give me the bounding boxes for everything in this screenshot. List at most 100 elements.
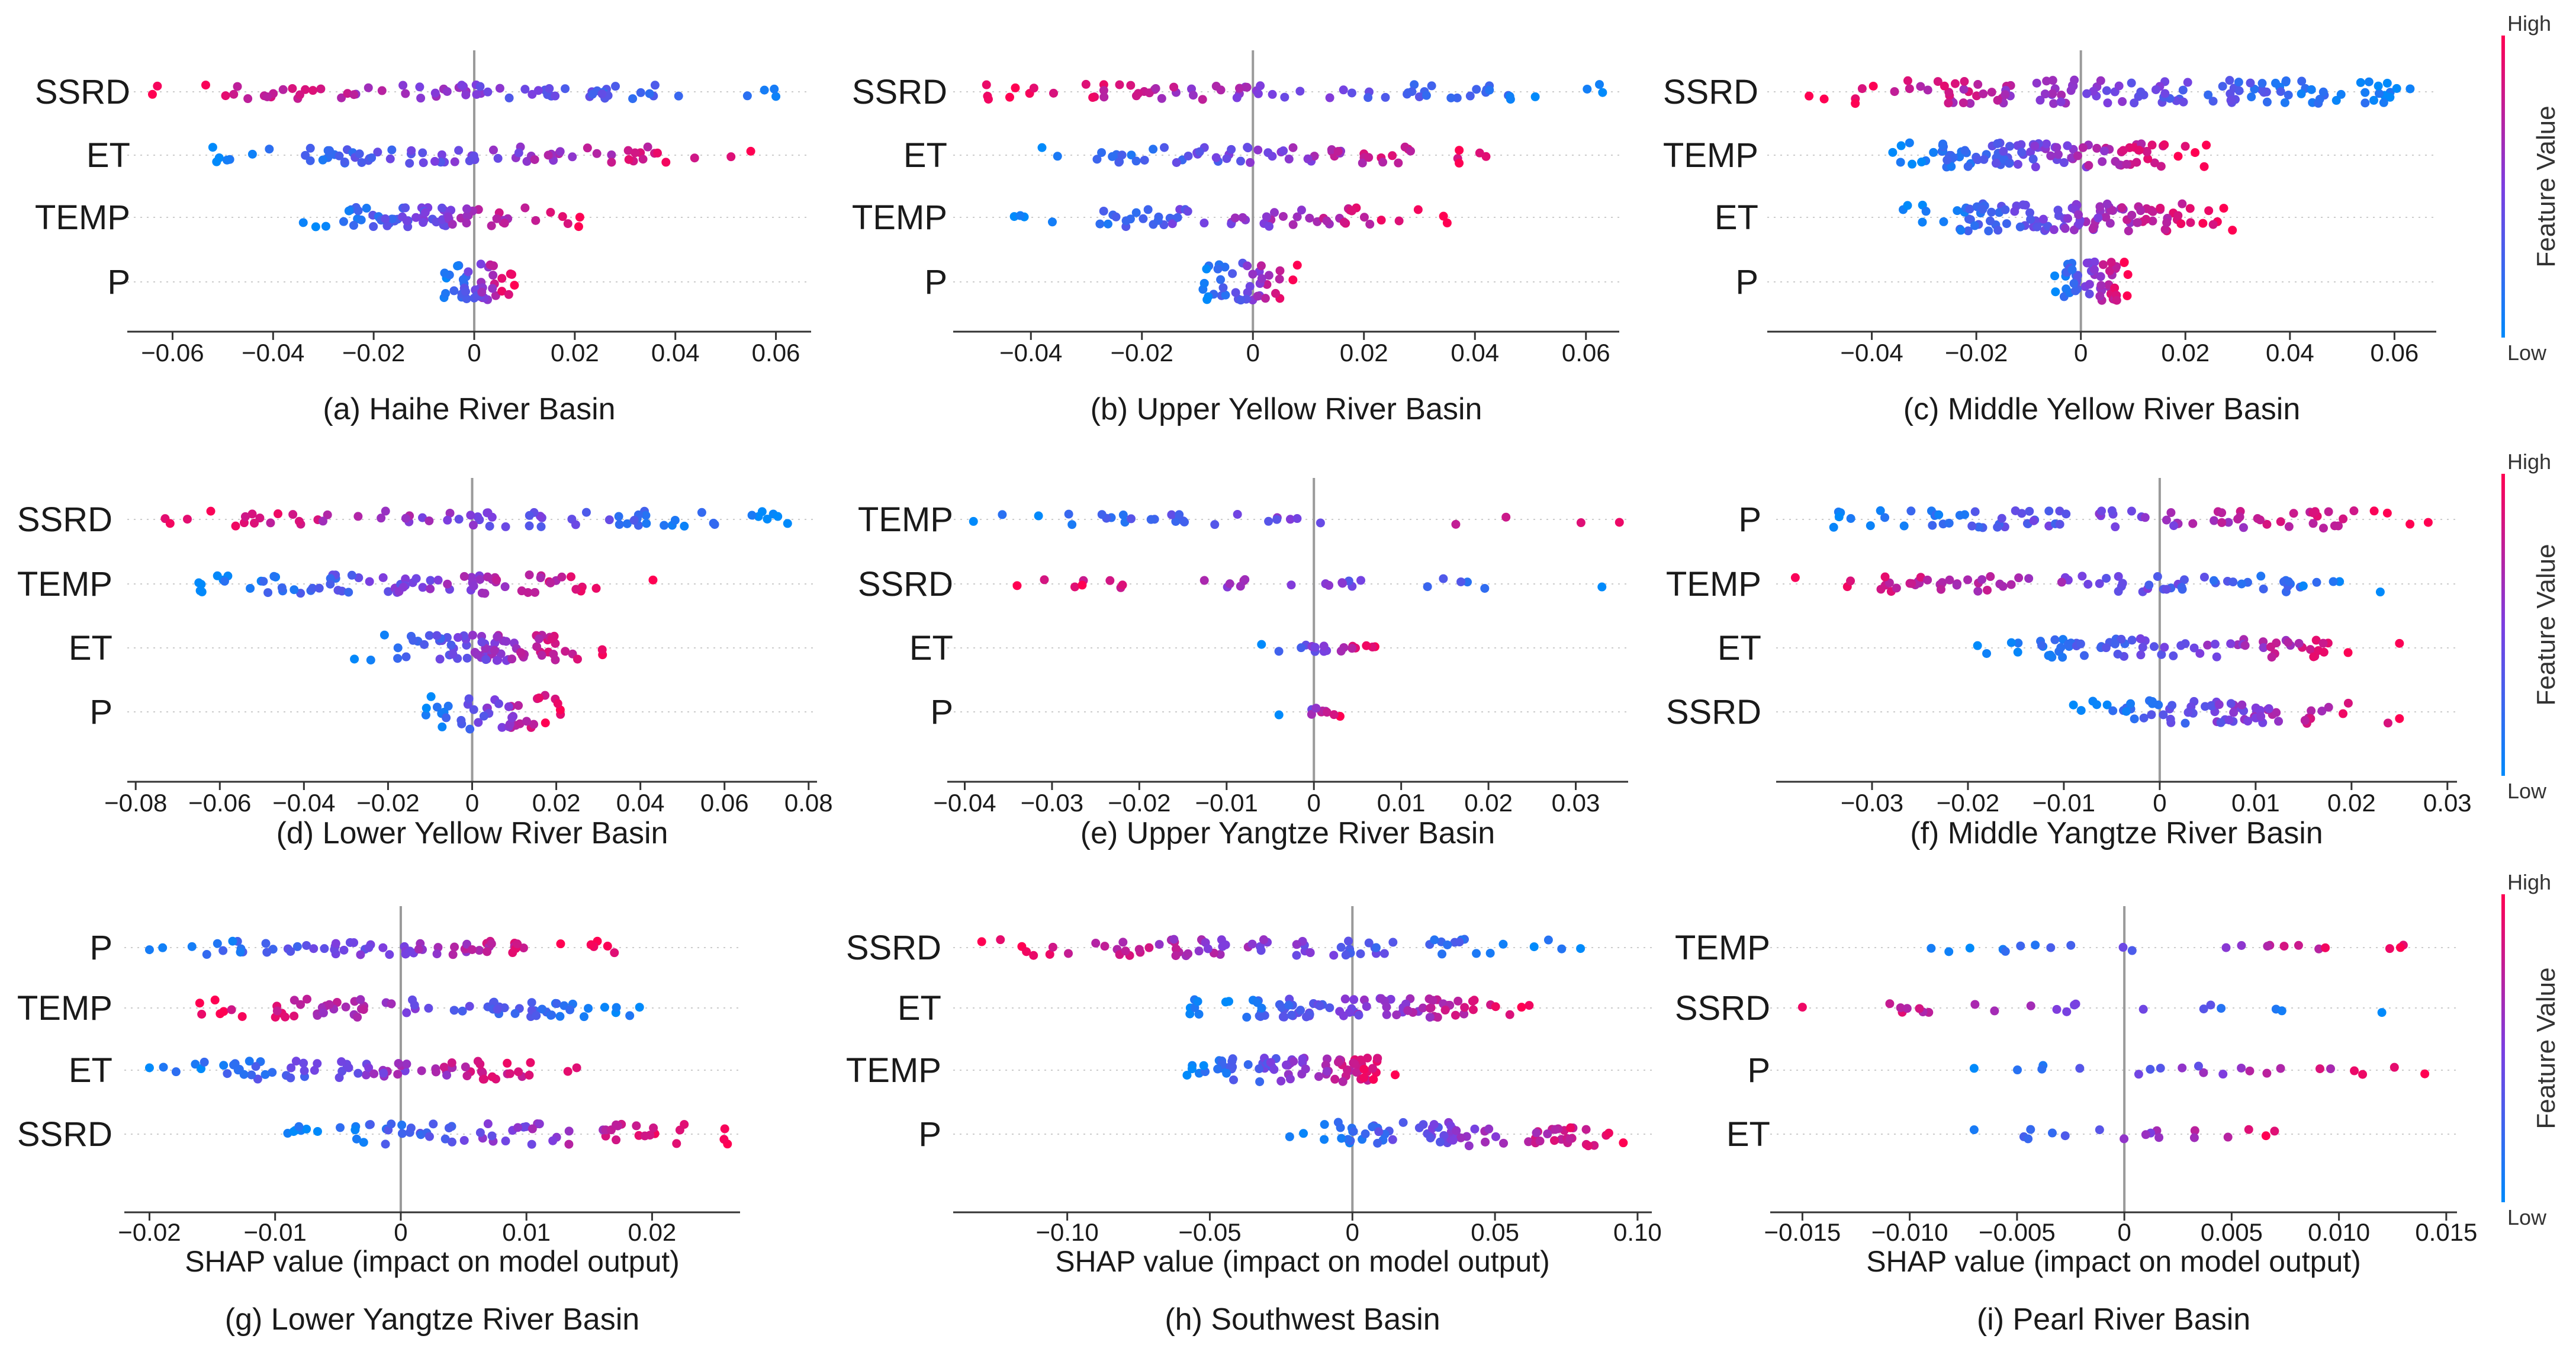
shap-point	[2183, 708, 2193, 717]
shap-point	[2005, 142, 2015, 151]
shap-point	[1199, 278, 1209, 288]
shap-point	[377, 513, 386, 523]
x-tick-label: −0.03	[1841, 789, 1903, 817]
shap-point	[1388, 151, 1397, 160]
shap-point	[417, 1066, 426, 1076]
shap-point	[597, 645, 607, 654]
shap-point	[1253, 145, 1263, 155]
shap-point	[2117, 634, 2126, 644]
shap-point	[1373, 1054, 1382, 1063]
shap-point	[394, 1059, 403, 1068]
x-tick-label: −0.02	[356, 789, 419, 817]
shap-point	[1305, 213, 1314, 223]
shap-point	[2199, 1068, 2208, 1077]
shap-point	[465, 1001, 474, 1011]
panel-caption: (d) Lower Yellow River Basin	[276, 816, 668, 850]
shap-point	[1576, 518, 1586, 528]
shap-point	[432, 631, 442, 640]
x-tick-label: 0	[1307, 789, 1321, 817]
panel-h: −0.10 −0.05 0 0.05 0.10 SSRD ET TEMP P SHAP value…	[846, 906, 1662, 1337]
shap-point	[202, 950, 211, 959]
shap-point	[1070, 582, 1080, 592]
shap-point	[2217, 508, 2227, 518]
shap-point	[1902, 1004, 1912, 1013]
shap-point	[493, 1004, 502, 1014]
shap-point	[2122, 291, 2132, 301]
shap-point	[760, 85, 769, 95]
shap-point	[1517, 1003, 1526, 1012]
shap-point	[465, 724, 475, 734]
shap-point	[2076, 639, 2085, 648]
shap-point	[2139, 713, 2149, 723]
shap-point	[612, 1003, 621, 1012]
shap-point	[2063, 141, 2072, 150]
feature-label: ET	[903, 136, 947, 175]
shap-point	[430, 88, 440, 98]
feature-label: P	[89, 693, 112, 731]
x-axis-label: SHAP value (impact on model output)	[1055, 1245, 1550, 1278]
shap-point	[265, 145, 274, 154]
shap-point	[561, 647, 570, 656]
shap-point	[1099, 206, 1108, 216]
shap-point	[520, 85, 530, 94]
shap-point	[2392, 84, 2401, 93]
shap-point	[1374, 1127, 1384, 1137]
shap-point	[1797, 1003, 1807, 1012]
shap-point	[2107, 506, 2117, 515]
shap-point	[263, 588, 273, 598]
shap-point	[246, 583, 255, 593]
shap-point	[2118, 146, 2128, 155]
feature-label: P	[1747, 1051, 1770, 1090]
shap-point	[440, 268, 449, 278]
shap-point	[541, 718, 550, 728]
x-tick-label: −0.005	[1979, 1218, 2056, 1246]
x-tick-label: 0.06	[2371, 339, 2419, 367]
shap-point	[2284, 638, 2293, 647]
shap-point	[1969, 1064, 1979, 1073]
shap-point	[1336, 646, 1346, 656]
shap-point	[401, 574, 410, 584]
shap-point	[366, 655, 375, 664]
shap-point	[624, 155, 633, 164]
shap-point	[1999, 147, 2008, 156]
shap-point	[402, 1008, 411, 1017]
shap-point	[2237, 940, 2246, 950]
shap-point	[1934, 510, 1944, 519]
shap-point	[416, 94, 426, 103]
shap-point	[1952, 580, 1961, 590]
shap-point	[1359, 213, 1369, 222]
shap-point	[2245, 1066, 2255, 1076]
shap-point	[2052, 1004, 2062, 1014]
x-tick-label: 0.06	[752, 339, 800, 367]
shap-point	[2108, 706, 2118, 715]
shap-point	[1140, 155, 1149, 165]
shap-point	[298, 218, 308, 227]
x-tick-label: −0.10	[1036, 1218, 1099, 1246]
shap-point	[2102, 199, 2112, 208]
shap-point	[488, 271, 498, 280]
shap-point	[1379, 949, 1389, 958]
shap-point	[2395, 943, 2405, 952]
shap-point	[2024, 574, 2034, 583]
shap-point	[1344, 936, 1353, 946]
shap-point	[525, 511, 534, 520]
shap-point	[1115, 80, 1124, 89]
shap-point	[369, 1069, 379, 1078]
shap-point	[1322, 216, 1332, 226]
shap-point	[1394, 216, 1404, 226]
shap-point	[387, 214, 397, 224]
shap-point	[1347, 88, 1356, 98]
x-tick-label: −0.02	[1945, 339, 2008, 367]
shap-point	[513, 939, 522, 949]
shap-point	[2049, 225, 2059, 235]
shap-point	[641, 511, 651, 520]
shap-point	[449, 286, 459, 296]
shap-point	[261, 1070, 270, 1079]
feature-label: P	[107, 263, 130, 301]
shap-point	[2136, 634, 2145, 644]
shap-point	[1363, 1054, 1372, 1063]
shap-point	[2237, 1063, 2246, 1073]
feature-label: P	[924, 263, 947, 301]
shap-point	[448, 950, 458, 959]
shap-point	[1543, 1129, 1552, 1139]
